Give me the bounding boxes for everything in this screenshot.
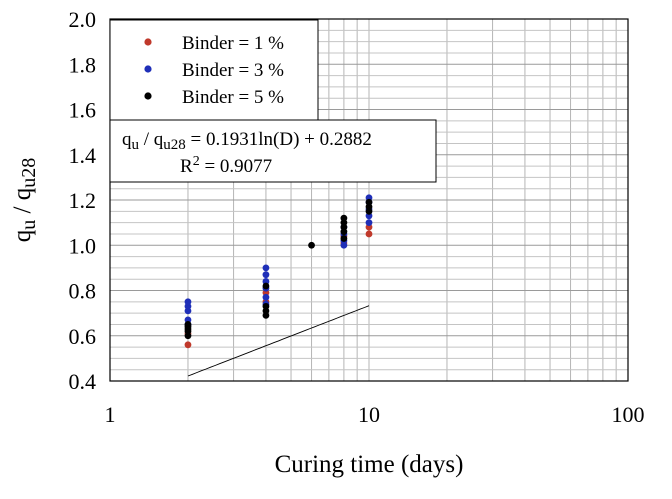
y-tick-label: 0.8 <box>69 279 97 304</box>
plot-area-frame <box>109 18 629 382</box>
data-point-binder-5 <box>365 198 373 206</box>
data-point-binder-1 <box>365 230 373 238</box>
r-squared-line: R2 = 0.9077 <box>180 154 272 177</box>
x-tick-label: 1 <box>105 402 116 427</box>
equation-sep: / q <box>139 129 164 150</box>
data-point-binder-3 <box>365 219 373 227</box>
equation-q: q <box>122 129 132 150</box>
y-title-sub-u28: u28 <box>18 158 40 188</box>
data-point-binder-3 <box>262 293 270 301</box>
equation-sub-u28: u28 <box>163 137 186 153</box>
equation-box: qu / qu28 = 0.1931ln(D) + 0.2882 R2 = 0.… <box>109 119 437 183</box>
x-tick-label: 10 <box>358 402 380 427</box>
trendline <box>187 305 370 377</box>
legend-label: Binder = 3 % <box>182 60 284 81</box>
y-tick-label: 0.4 <box>69 369 97 394</box>
legend-label: Binder = 1 % <box>182 33 284 54</box>
data-point-binder-5 <box>184 321 192 328</box>
grid <box>110 19 628 381</box>
data-point-binder-3 <box>262 271 270 279</box>
legend: Binder = 1 % Binder = 3 % Binder = 5 % <box>109 19 319 123</box>
legend-box <box>109 19 319 123</box>
y-title-q: q <box>9 229 36 242</box>
y-axis-tick-labels: 0.4 0.6 0.8 1.0 1.2 1.4 1.6 1.8 2.0 <box>69 7 97 394</box>
data-point-binder-5 <box>262 282 270 290</box>
y-tick-label: 1.2 <box>69 188 97 213</box>
y-title-sub-u: u <box>18 220 40 230</box>
legend-label: Binder = 5 % <box>182 87 284 108</box>
data-point-binder-5 <box>340 235 348 242</box>
data-point-binder-5 <box>340 214 348 222</box>
y-tick-label: 0.6 <box>69 324 97 349</box>
equation-line: qu / qu28 = 0.1931ln(D) + 0.2882 <box>122 129 372 153</box>
x-axis-title: Curing time (days) <box>275 451 464 478</box>
legend-marker <box>144 65 152 73</box>
data-point-binder-3 <box>262 264 270 272</box>
x-tick-label: 100 <box>612 402 645 427</box>
r-squared-value: = 0.9077 <box>200 156 272 177</box>
y-axis-title: qu / qu28 <box>9 158 40 242</box>
equation-sub-u: u <box>132 137 140 153</box>
data-point-binder-3 <box>184 298 192 306</box>
x-axis-tick-labels: 1 10 100 <box>105 402 645 427</box>
legend-marker <box>144 38 152 46</box>
y-tick-label: 1.4 <box>69 143 97 168</box>
data-point-binder-5 <box>262 302 270 310</box>
trendline-group <box>187 305 370 377</box>
y-tick-label: 1.6 <box>69 98 97 123</box>
data-point-binder-1 <box>184 341 192 349</box>
y-tick-label: 2.0 <box>69 7 97 32</box>
equation-rhs: = 0.1931ln(D) + 0.2882 <box>186 129 372 150</box>
data-point-binder-5 <box>308 241 315 249</box>
y-title-sep: / q <box>9 187 36 219</box>
r-squared-label: R <box>180 156 193 177</box>
y-tick-label: 1.8 <box>69 52 97 77</box>
legend-marker <box>144 92 152 100</box>
equation-frame <box>109 119 437 183</box>
r-squared-sup: 2 <box>193 154 200 169</box>
y-tick-label: 1.0 <box>69 233 97 258</box>
data-points <box>184 194 373 349</box>
